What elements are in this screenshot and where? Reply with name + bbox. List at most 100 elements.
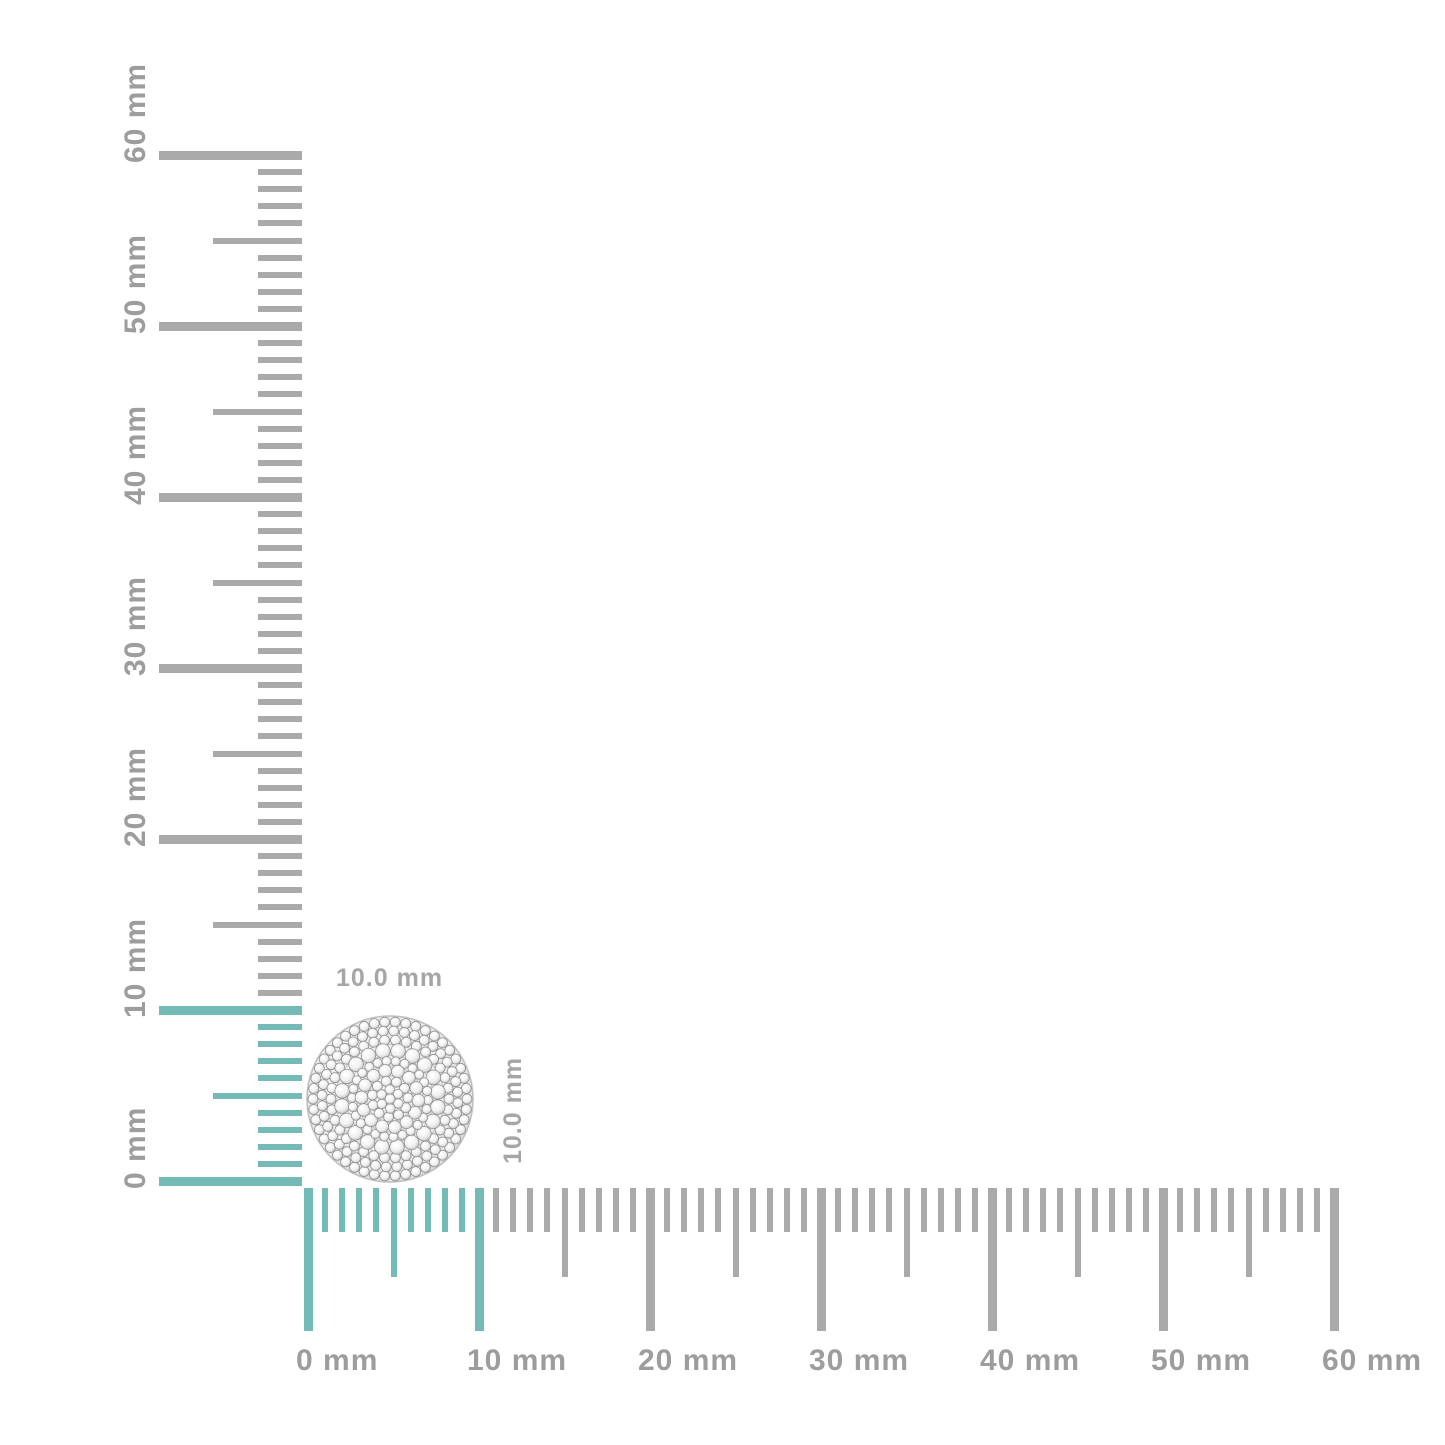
- ruler-tick: [886, 1188, 893, 1232]
- ruler-tick: [258, 699, 302, 706]
- ruler-tick: [258, 904, 302, 911]
- ruler-tick: [258, 716, 302, 723]
- ruler-tick: [424, 1188, 431, 1232]
- ruler-tick: [1142, 1188, 1149, 1232]
- horizontal-ruler-label: 30 mm: [809, 1344, 910, 1377]
- ruler-tick: [595, 1188, 602, 1232]
- ruler-tick: [258, 801, 302, 808]
- ruler-tick: [258, 870, 302, 877]
- ruler-tick: [258, 887, 302, 894]
- ruler-tick: [1006, 1188, 1013, 1232]
- ruler-tick: [258, 596, 302, 603]
- ruler-tick: [1108, 1188, 1115, 1232]
- ruler-tick: [373, 1188, 380, 1232]
- ruler-tick: [258, 1160, 302, 1167]
- ruler-tick: [698, 1188, 705, 1232]
- product-image-pave-disc: [306, 1015, 474, 1183]
- ruler-tick: [1228, 1188, 1235, 1232]
- ruler-tick: [835, 1188, 842, 1232]
- ruler-tick: [527, 1188, 534, 1232]
- horizontal-ruler-label: 20 mm: [638, 1344, 739, 1377]
- ruler-tick: [1057, 1188, 1064, 1232]
- ruler-tick: [258, 476, 302, 483]
- ruler-tick: [1262, 1188, 1269, 1232]
- ruler-tick: [258, 989, 302, 996]
- ruler-tick: [258, 1143, 302, 1150]
- ruler-tick: [903, 1188, 910, 1277]
- ruler-tick: [258, 374, 302, 381]
- ruler-tick: [258, 186, 302, 193]
- ruler-tick: [258, 288, 302, 295]
- ruler-tick: [1211, 1188, 1218, 1232]
- ruler-tick: [213, 921, 302, 928]
- pave-stones: [307, 1016, 473, 1182]
- ruler-tick: [339, 1188, 346, 1232]
- ruler-tick: [258, 1024, 302, 1031]
- horizontal-ruler-label: 50 mm: [1151, 1344, 1252, 1377]
- ruler-tick: [258, 818, 302, 825]
- ruler-tick: [258, 938, 302, 945]
- ruler-tick: [987, 1188, 997, 1331]
- ruler-tick: [1329, 1188, 1339, 1331]
- ruler-tick: [1177, 1188, 1184, 1232]
- ruler-tick: [322, 1188, 329, 1232]
- vertical-ruler-label: 0 mm: [119, 1106, 152, 1189]
- ruler-tick: [258, 955, 302, 962]
- item-height-label: 10.0 mm: [499, 1056, 527, 1164]
- ruler-tick: [561, 1188, 568, 1277]
- ruler-tick: [258, 613, 302, 620]
- ruler-tick: [715, 1188, 722, 1232]
- ruler-tick: [629, 1188, 636, 1232]
- ruler-tick: [258, 271, 302, 278]
- horizontal-ruler-label: 10 mm: [467, 1344, 568, 1377]
- ruler-tick: [390, 1188, 397, 1277]
- ruler-tick: [159, 321, 302, 331]
- ruler-tick: [852, 1188, 859, 1232]
- ruler-tick: [258, 169, 302, 176]
- ruler-tick: [213, 1092, 302, 1099]
- ruler-tick: [213, 237, 302, 244]
- ruler-tick: [258, 305, 302, 312]
- ruler-tick: [258, 545, 302, 552]
- ruler-tick: [732, 1188, 739, 1277]
- ruler-tick: [1245, 1188, 1252, 1277]
- ruler-tick: [303, 1188, 313, 1331]
- ruler-tick: [474, 1188, 484, 1331]
- ruler-tick: [920, 1188, 927, 1232]
- ruler-tick: [258, 767, 302, 774]
- ruler-tick: [1313, 1188, 1320, 1232]
- ruler-tick: [258, 784, 302, 791]
- ruler-tick: [258, 733, 302, 740]
- ruler-tick: [749, 1188, 756, 1232]
- ruler-tick: [258, 442, 302, 449]
- ruler-tick: [664, 1188, 671, 1232]
- ruler-tick: [493, 1188, 500, 1232]
- ruler-tick: [1296, 1188, 1303, 1232]
- ruler-tick: [258, 511, 302, 518]
- ruler-tick: [258, 562, 302, 569]
- ruler-tick: [954, 1188, 961, 1232]
- ruler-tick: [544, 1188, 551, 1232]
- ruler-tick: [645, 1188, 655, 1331]
- vertical-ruler-label: 40 mm: [119, 404, 152, 505]
- ruler-tick: [213, 579, 302, 586]
- horizontal-ruler-label: 40 mm: [980, 1344, 1081, 1377]
- ruler-tick: [258, 1058, 302, 1065]
- ruler-tick: [159, 150, 302, 160]
- ruler-tick: [258, 630, 302, 637]
- ruler-tick: [258, 203, 302, 210]
- ruler-tick: [612, 1188, 619, 1232]
- ruler-tick: [258, 528, 302, 535]
- vertical-ruler-label: 50 mm: [119, 233, 152, 334]
- ruler-tick: [258, 1075, 302, 1082]
- ruler-tick: [458, 1188, 465, 1232]
- ruler-tick: [1091, 1188, 1098, 1232]
- ruler-tick: [783, 1188, 790, 1232]
- ruler-tick: [159, 1005, 302, 1015]
- ruler-tick: [258, 459, 302, 466]
- vertical-ruler-label: 10 mm: [119, 917, 152, 1018]
- ruler-tick: [213, 750, 302, 757]
- ruler-tick: [258, 1109, 302, 1116]
- vertical-ruler-label: 60 mm: [119, 62, 152, 163]
- ruler-tick: [407, 1188, 414, 1232]
